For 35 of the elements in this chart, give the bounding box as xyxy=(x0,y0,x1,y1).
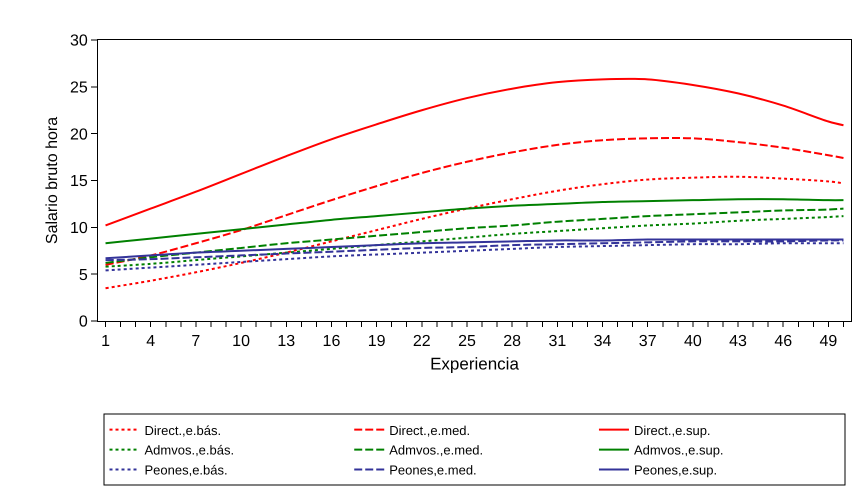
y-tick-label: 30 xyxy=(70,32,88,50)
x-tick-label: 43 xyxy=(729,333,748,350)
x-tick-label: 10 xyxy=(232,333,250,350)
x-tick-label: 28 xyxy=(503,333,522,350)
y-tick-label: 25 xyxy=(70,79,88,96)
y-tick-label: 5 xyxy=(78,266,88,284)
x-tick-label: 37 xyxy=(638,333,657,350)
x-tick-label: 13 xyxy=(277,333,296,350)
legend-label: Admvos.,e.med. xyxy=(389,442,484,458)
x-tick-label: 4 xyxy=(146,333,156,350)
x-tick-label: 25 xyxy=(458,333,476,350)
legend-label: Peones,e.med. xyxy=(389,462,477,478)
x-tick-label: 1 xyxy=(101,333,110,350)
x-tick-label: 31 xyxy=(548,333,566,350)
x-tick-label: 19 xyxy=(368,333,386,350)
y-tick-label: 20 xyxy=(70,126,88,144)
y-axis-title: Salario bruto hora xyxy=(44,116,61,244)
legend-label: Peones,e.sup. xyxy=(634,462,718,478)
x-tick-label: 22 xyxy=(412,333,431,350)
x-tick-label: 7 xyxy=(191,333,200,350)
x-tick-label: 49 xyxy=(820,333,838,350)
legend-label: Peones,e.bás. xyxy=(144,462,228,478)
x-tick-label: 46 xyxy=(774,333,792,350)
legend-label: Direct.,e.med. xyxy=(389,422,470,438)
y-tick-label: 0 xyxy=(78,314,88,331)
y-tick-label: 10 xyxy=(70,220,88,237)
x-tick-label: 34 xyxy=(594,333,612,350)
legend-label: Admvos.,e.sup. xyxy=(634,442,724,458)
legend-label: Admvos.,e.bás. xyxy=(144,442,234,458)
legend-label: Direct.,e.bás. xyxy=(144,422,222,438)
x-axis-title: Experiencia xyxy=(430,354,520,374)
x-tick-label: 40 xyxy=(684,333,702,350)
y-tick-label: 15 xyxy=(70,173,88,190)
x-tick-label: 16 xyxy=(322,333,340,350)
legend-label: Direct.,e.sup. xyxy=(634,422,711,438)
